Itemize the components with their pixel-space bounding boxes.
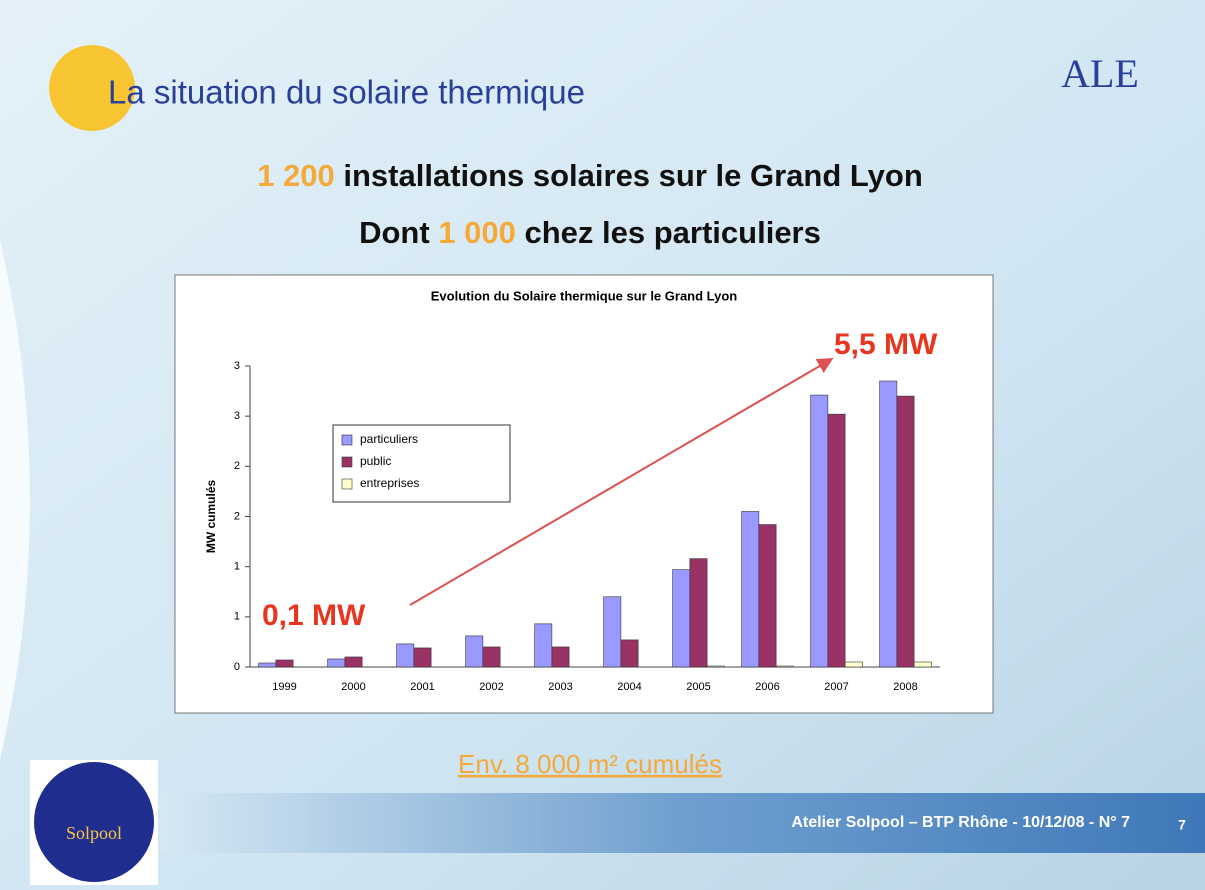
bar xyxy=(914,662,931,667)
y-tick-label: 2 xyxy=(234,510,240,522)
x-tick-label: 2008 xyxy=(893,681,917,693)
legend-swatch xyxy=(342,479,352,489)
headline-text: chez les particuliers xyxy=(516,215,821,250)
chart-title: Evolution du Solaire thermique sur le Gr… xyxy=(431,288,738,303)
bar xyxy=(742,511,759,667)
bar xyxy=(759,525,776,667)
bar xyxy=(276,660,293,667)
bar xyxy=(690,559,707,667)
legend-label: particuliers xyxy=(360,432,418,446)
footer: Atelier Solpool – BTP Rhône - 10/12/08 -… xyxy=(791,814,1130,831)
bar xyxy=(397,644,414,667)
bar xyxy=(535,624,552,667)
bar xyxy=(897,396,914,667)
legend-swatch xyxy=(342,457,352,467)
y-tick-label: 1 xyxy=(234,611,240,623)
x-tick-label: 2001 xyxy=(410,681,434,693)
bar xyxy=(552,647,569,667)
bar xyxy=(707,666,724,667)
slide: La situation du solaire thermique ALE 1 … xyxy=(0,0,1205,890)
annotation: 0,1 MW xyxy=(262,599,366,632)
x-tick-label: 2004 xyxy=(617,681,641,693)
slide-title: La situation du solaire thermique xyxy=(108,74,585,111)
bar xyxy=(345,657,362,667)
headline: Dont 1 000 chez les particuliers xyxy=(359,215,821,250)
x-tick-label: 2007 xyxy=(824,681,848,693)
x-tick-label: 2003 xyxy=(548,681,572,693)
headline: 1 200 installations solaires sur le Gran… xyxy=(257,158,923,193)
highlight: 1 000 xyxy=(438,215,516,250)
x-tick-label: 1999 xyxy=(272,681,296,693)
logo: ALE xyxy=(1061,51,1139,96)
x-tick-label: 2006 xyxy=(755,681,779,693)
legend-swatch xyxy=(342,435,352,445)
x-tick-label: 2002 xyxy=(479,681,503,693)
badge-label: Solpool xyxy=(66,823,122,843)
headline-text: installations solaires sur le Grand Lyon xyxy=(335,158,923,193)
bar xyxy=(880,381,897,667)
y-tick-label: 0 xyxy=(234,661,240,673)
bar xyxy=(828,414,845,667)
legend-label: entreprises xyxy=(360,476,419,490)
bar xyxy=(259,663,276,667)
bar xyxy=(604,597,621,667)
badge xyxy=(34,762,154,882)
bar xyxy=(466,636,483,667)
bar xyxy=(621,640,638,667)
page-number: 7 xyxy=(1178,817,1186,833)
y-axis-label: MW cumulés xyxy=(204,480,218,554)
annotation: 5,5 MW xyxy=(834,328,938,361)
legend-label: public xyxy=(360,454,391,468)
bar xyxy=(776,666,793,667)
x-tick-label: 2005 xyxy=(686,681,710,693)
bar xyxy=(811,395,828,667)
highlight: 1 200 xyxy=(257,158,335,193)
bar xyxy=(328,659,345,667)
surface-note: Env. 8 000 m² cumulés xyxy=(458,749,722,779)
bar xyxy=(845,662,862,667)
bar xyxy=(673,570,690,667)
y-tick-label: 2 xyxy=(234,460,240,472)
x-tick-label: 2000 xyxy=(341,681,365,693)
bar xyxy=(414,648,431,667)
y-tick-label: 3 xyxy=(234,410,240,422)
y-tick-label: 3 xyxy=(234,360,240,372)
y-tick-label: 1 xyxy=(234,561,240,573)
bar xyxy=(483,647,500,667)
headline-text: Dont xyxy=(359,215,438,250)
